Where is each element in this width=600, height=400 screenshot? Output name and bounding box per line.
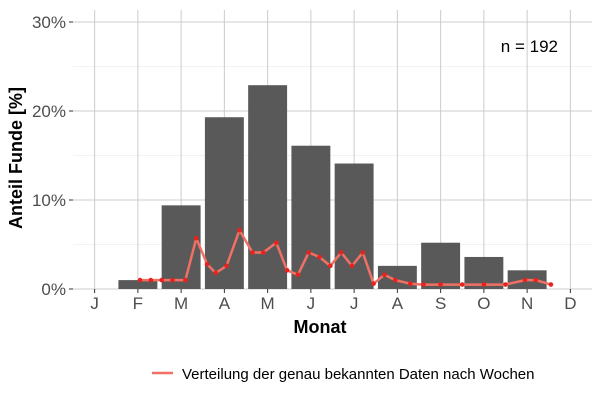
weekly-point bbox=[237, 227, 242, 233]
x-tick-label: S bbox=[435, 294, 446, 313]
weekly-point bbox=[392, 277, 398, 283]
y-tick-label: 20% bbox=[32, 102, 66, 121]
bar bbox=[421, 242, 461, 289]
x-tick-label: O bbox=[477, 294, 490, 313]
line-layer bbox=[137, 227, 554, 287]
weekly-point bbox=[382, 272, 387, 278]
bar bbox=[118, 280, 158, 289]
x-tick-label: N bbox=[521, 294, 533, 313]
weekly-point bbox=[183, 277, 188, 283]
weekly-point bbox=[533, 277, 539, 283]
weekly-point bbox=[328, 263, 333, 269]
weekly-point bbox=[148, 277, 154, 283]
bar bbox=[291, 145, 331, 289]
weekly-point bbox=[459, 282, 465, 287]
x-tick-label: A bbox=[219, 294, 231, 313]
y-axis: 0% 10% 20% 30% bbox=[32, 13, 73, 299]
x-tick-label: J bbox=[350, 294, 359, 313]
weekly-point bbox=[481, 282, 487, 287]
weekly-point bbox=[250, 250, 255, 255]
y-tick-label: 10% bbox=[32, 191, 66, 210]
y-axis-title: Anteil Funde [%] bbox=[6, 87, 26, 229]
weekly-point bbox=[421, 282, 426, 287]
weekly-point bbox=[261, 250, 266, 255]
weekly-point bbox=[371, 281, 376, 286]
x-tick-label: M bbox=[261, 294, 275, 313]
x-tick-label: M bbox=[174, 294, 188, 313]
weekly-point bbox=[193, 235, 199, 241]
x-tick-label: J bbox=[307, 294, 316, 313]
weekly-point bbox=[159, 277, 164, 283]
weekly-point bbox=[295, 272, 301, 278]
weekly-point bbox=[338, 250, 344, 255]
weekly-point bbox=[548, 282, 554, 287]
weekly-point bbox=[349, 263, 355, 269]
weekly-point bbox=[360, 250, 366, 255]
x-tick-label: D bbox=[564, 294, 576, 313]
weekly-point bbox=[224, 263, 229, 269]
weekly-point bbox=[284, 268, 290, 273]
weekly-point bbox=[522, 277, 528, 283]
legend-label: Verteilung der genau bekannten Daten nac… bbox=[182, 366, 535, 383]
weekly-point bbox=[408, 281, 413, 286]
weekly-point bbox=[170, 277, 175, 283]
x-tick-label: J bbox=[90, 294, 99, 313]
weekly-point bbox=[438, 282, 443, 287]
legend: Verteilung der genau bekannten Daten nac… bbox=[152, 366, 535, 383]
x-tick-label: A bbox=[392, 294, 404, 313]
x-tick-label: F bbox=[133, 294, 143, 313]
weekly-point bbox=[204, 261, 210, 267]
weekly-point bbox=[317, 254, 322, 260]
weekly-point bbox=[503, 282, 508, 287]
bar bbox=[204, 117, 244, 289]
y-tick-label: 30% bbox=[32, 13, 66, 32]
weekly-point bbox=[213, 270, 219, 276]
weekly-point bbox=[137, 277, 143, 283]
sample-size-annotation: n = 192 bbox=[501, 37, 558, 56]
y-tick-label: 0% bbox=[41, 280, 66, 299]
weekly-point bbox=[273, 240, 279, 246]
weekly-point bbox=[306, 250, 312, 255]
x-axis-title: Monat bbox=[294, 317, 347, 337]
